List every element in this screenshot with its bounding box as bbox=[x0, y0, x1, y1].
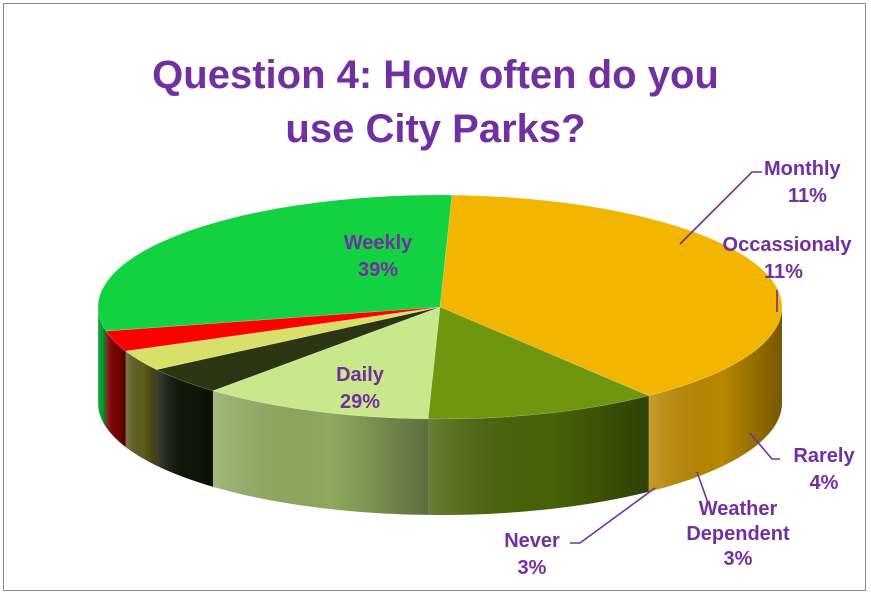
data-label-weekly-name: Weekly bbox=[343, 232, 413, 254]
pie-side-shade-never bbox=[105, 331, 126, 448]
data-label-daily-name: Daily bbox=[336, 364, 384, 386]
pie-slice-never bbox=[105, 306, 441, 352]
pie-slice-occassionaly bbox=[211, 306, 441, 420]
pie-side-shade-occassionaly bbox=[212, 390, 429, 515]
data-label-daily-pct: 29% bbox=[339, 391, 381, 413]
leader-line-never bbox=[570, 487, 656, 544]
leader-line-monthly bbox=[679, 171, 762, 245]
data-label-monthly: Monthly 11% bbox=[752, 156, 871, 210]
data-label-monthly-pct: 11% bbox=[788, 185, 827, 207]
leader-lines bbox=[570, 171, 780, 544]
data-label-rarely-name: Rarely bbox=[793, 445, 855, 467]
chart-title-line-2: use City Parks? bbox=[285, 107, 586, 151]
pie-slice-monthly bbox=[427, 306, 650, 420]
pie-slice-weather-dependent bbox=[124, 306, 441, 370]
pie-side-shade-weekly bbox=[648, 307, 782, 492]
data-label-occassionaly: Occassionaly 11% bbox=[712, 232, 862, 286]
leader-line-weather-dependent bbox=[696, 471, 709, 504]
data-label-rarely: Rarely 4% bbox=[784, 443, 864, 497]
chart-title: Question 4: How often do you use City Pa… bbox=[0, 48, 871, 156]
data-label-weekly-pct: 39% bbox=[357, 259, 399, 281]
pie-side-shade-weather-dependent bbox=[125, 351, 157, 466]
pie-slice-daily bbox=[97, 194, 453, 332]
data-label-daily: Daily 29% bbox=[300, 362, 420, 416]
data-label-never: Never 3% bbox=[492, 528, 572, 582]
data-label-never-name: Never bbox=[504, 530, 560, 552]
pie-side-shade-monthly bbox=[428, 395, 649, 515]
pie-tops bbox=[97, 194, 783, 420]
data-label-occassionaly-pct: 11% bbox=[764, 261, 803, 283]
data-label-weather-dependent-name: Weather Dependent bbox=[686, 498, 790, 545]
chart-title-line-1: Question 4: How often do you bbox=[152, 53, 719, 97]
data-label-occassionaly-name: Occassionaly bbox=[722, 234, 852, 256]
pie-sides bbox=[98, 307, 782, 515]
data-label-weather-dependent-pct: 3% bbox=[723, 548, 753, 570]
data-label-weekly: Weekly 39% bbox=[318, 230, 438, 284]
data-label-never-pct: 3% bbox=[517, 557, 547, 579]
pie-side-shade-daily bbox=[98, 307, 106, 428]
pie-slice-weekly bbox=[439, 194, 783, 397]
data-label-rarely-pct: 4% bbox=[809, 472, 839, 494]
pie-slice-rarely bbox=[155, 306, 441, 392]
leader-line-rarely bbox=[749, 432, 780, 460]
data-label-weather-dependent: Weather Dependent 3% bbox=[668, 497, 808, 572]
pie-side-shade-rarely bbox=[156, 369, 213, 487]
data-label-monthly-name: Monthly bbox=[764, 158, 841, 180]
